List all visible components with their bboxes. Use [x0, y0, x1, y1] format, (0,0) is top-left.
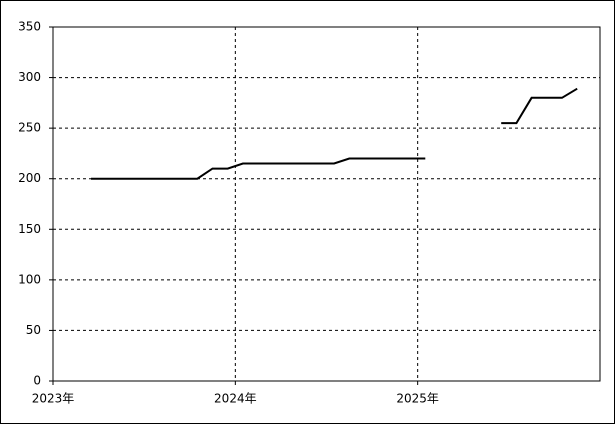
y-tick-label: 200 — [18, 171, 41, 185]
y-tick-label: 300 — [18, 70, 41, 84]
y-tick-label: 50 — [26, 323, 41, 337]
plot-area — [52, 26, 601, 382]
y-tick-label: 150 — [18, 222, 41, 236]
series-line — [91, 87, 578, 180]
y-tick-label: 350 — [18, 20, 41, 34]
x-tick-label: 2023年 — [32, 392, 75, 406]
x-tick-label: 2024年 — [214, 392, 257, 406]
x-tick-label: 2025年 — [396, 392, 439, 406]
y-tick-label: 100 — [18, 272, 41, 286]
y-tick-label: 250 — [18, 121, 41, 135]
y-tick-label: 0 — [33, 374, 41, 388]
